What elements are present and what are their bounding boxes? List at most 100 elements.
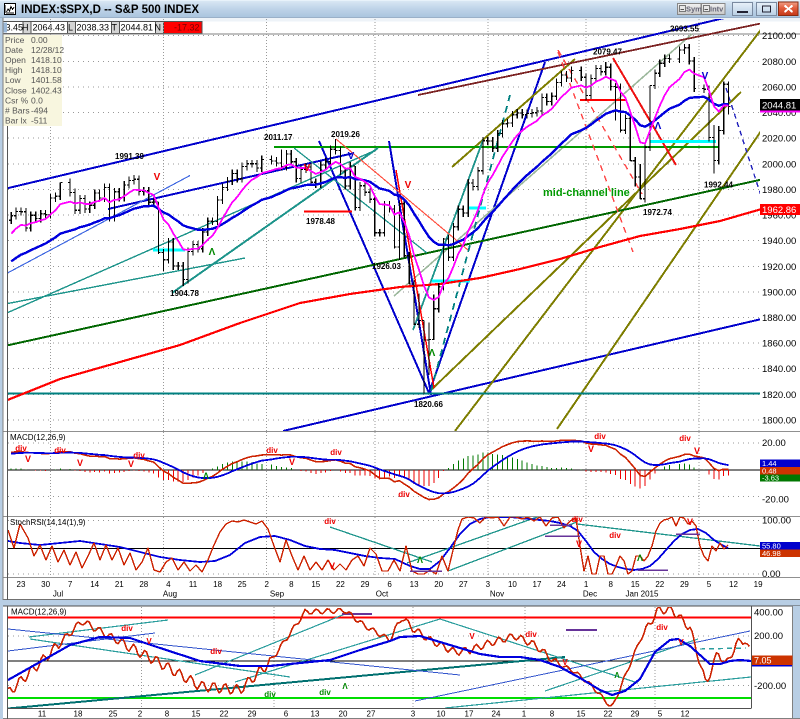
svg-text:1920.00: 1920.00: [762, 262, 796, 273]
svg-text:1991.39: 1991.39: [115, 152, 144, 161]
svg-text:1: 1: [522, 710, 527, 719]
svg-text:1900.00: 1900.00: [762, 287, 796, 298]
svg-text:8: 8: [289, 580, 294, 589]
svg-text:mid-channel line: mid-channel line: [543, 187, 630, 199]
svg-text:N: N: [155, 23, 162, 33]
svg-text:div: div: [594, 432, 606, 441]
svg-text:V: V: [405, 180, 412, 191]
svg-text:0.0: 0.0: [31, 95, 43, 105]
svg-text:10: 10: [437, 710, 446, 719]
svg-text:200.00: 200.00: [754, 631, 783, 642]
svg-text:2000.00: 2000.00: [762, 159, 796, 170]
svg-text:30: 30: [41, 580, 50, 589]
svg-text:8: 8: [608, 580, 613, 589]
svg-text:1418.10: 1418.10: [31, 55, 62, 65]
svg-text:20: 20: [339, 710, 348, 719]
svg-text:div: div: [54, 446, 66, 455]
svg-text:Low: Low: [5, 75, 21, 85]
svg-text:H: H: [22, 23, 29, 33]
svg-text:Λ: Λ: [637, 553, 643, 563]
svg-text:2080.00: 2080.00: [762, 57, 796, 68]
svg-text:div: div: [571, 515, 583, 524]
svg-text:V: V: [576, 539, 582, 549]
svg-text:0.48: 0.48: [762, 467, 777, 476]
svg-text:-3.63: -3.63: [762, 474, 779, 483]
svg-text:Jan 2015: Jan 2015: [626, 590, 659, 599]
svg-text:22: 22: [604, 710, 613, 719]
svg-text:1840.00: 1840.00: [762, 364, 796, 375]
svg-text:Λ: Λ: [417, 555, 423, 565]
svg-text:V: V: [304, 163, 311, 174]
svg-text:High: High: [5, 65, 23, 75]
svg-text:V: V: [588, 444, 594, 454]
svg-text:1800.00: 1800.00: [762, 415, 796, 426]
svg-text:1820.66: 1820.66: [414, 400, 443, 409]
svg-text:1: 1: [584, 580, 589, 589]
svg-text:100.00: 100.00: [762, 515, 791, 526]
svg-text:1401.58: 1401.58: [31, 75, 62, 85]
svg-text:V: V: [146, 637, 152, 646]
svg-text:div: div: [656, 623, 668, 632]
svg-text:15: 15: [577, 710, 586, 719]
svg-text:27: 27: [459, 580, 468, 589]
svg-text:Close: Close: [5, 85, 27, 95]
svg-text:1402.43: 1402.43: [31, 85, 62, 95]
svg-text:10: 10: [508, 580, 517, 589]
svg-text:div: div: [121, 624, 133, 633]
svg-text:24: 24: [492, 710, 501, 719]
svg-text:46.98: 46.98: [762, 549, 781, 558]
svg-text:2100.00: 2100.00: [762, 31, 796, 42]
svg-text:29: 29: [361, 580, 370, 589]
svg-text:2020.00: 2020.00: [762, 134, 796, 145]
svg-text:V: V: [25, 454, 31, 464]
svg-text:Nov: Nov: [490, 590, 504, 599]
svg-text:V: V: [469, 632, 475, 641]
svg-text:1926.03: 1926.03: [372, 262, 401, 271]
svg-text:1972.74: 1972.74: [643, 208, 672, 217]
svg-text:2079.47: 2079.47: [593, 48, 622, 57]
svg-text:2064.43: 2064.43: [32, 23, 65, 33]
svg-text:V: V: [77, 458, 83, 468]
svg-text:7.05: 7.05: [754, 656, 772, 666]
svg-text:22: 22: [220, 710, 229, 719]
svg-text:V: V: [289, 457, 295, 467]
svg-text:5: 5: [658, 710, 663, 719]
svg-text:2044.81: 2044.81: [120, 23, 153, 33]
svg-text:T: T: [112, 23, 118, 33]
svg-text:Oct: Oct: [376, 590, 389, 599]
svg-text:Λ: Λ: [614, 671, 620, 680]
svg-text:-17.32: -17.32: [174, 23, 200, 33]
svg-text:V: V: [702, 71, 709, 82]
svg-text:V: V: [562, 658, 568, 667]
svg-text:-20.00: -20.00: [762, 494, 789, 505]
svg-text:INDEX:$SPX,D -- S&P 500 INDEX: INDEX:$SPX,D -- S&P 500 INDEX: [21, 4, 199, 16]
svg-text:0.00: 0.00: [31, 35, 48, 45]
svg-text:Intv: Intv: [710, 5, 724, 14]
svg-text:div: div: [264, 690, 276, 699]
svg-text:1880.00: 1880.00: [762, 313, 796, 324]
svg-text:6: 6: [284, 710, 289, 719]
svg-text:-494: -494: [31, 106, 48, 116]
svg-text:Λ: Λ: [203, 471, 209, 481]
svg-text:17: 17: [465, 710, 474, 719]
svg-text:20.00: 20.00: [762, 438, 786, 449]
svg-text:Aug: Aug: [163, 590, 177, 599]
svg-text:-200.00: -200.00: [754, 681, 786, 692]
svg-text:8: 8: [550, 710, 555, 719]
svg-text:1992.44: 1992.44: [704, 181, 733, 190]
svg-text:6: 6: [387, 580, 392, 589]
svg-text:29: 29: [248, 710, 257, 719]
svg-text:-511: -511: [31, 116, 48, 126]
svg-text:Dec: Dec: [583, 590, 597, 599]
svg-text:div: div: [319, 688, 331, 697]
svg-text:div: div: [324, 517, 336, 526]
svg-text:7: 7: [68, 580, 73, 589]
svg-text:div: div: [609, 531, 621, 540]
svg-text:1940.00: 1940.00: [762, 236, 796, 247]
svg-text:19: 19: [754, 580, 763, 589]
svg-text:V: V: [154, 172, 161, 183]
svg-text:Price: Price: [5, 35, 25, 45]
svg-text:div: div: [15, 444, 27, 453]
svg-text:17: 17: [533, 580, 542, 589]
svg-text:div: div: [133, 451, 145, 460]
